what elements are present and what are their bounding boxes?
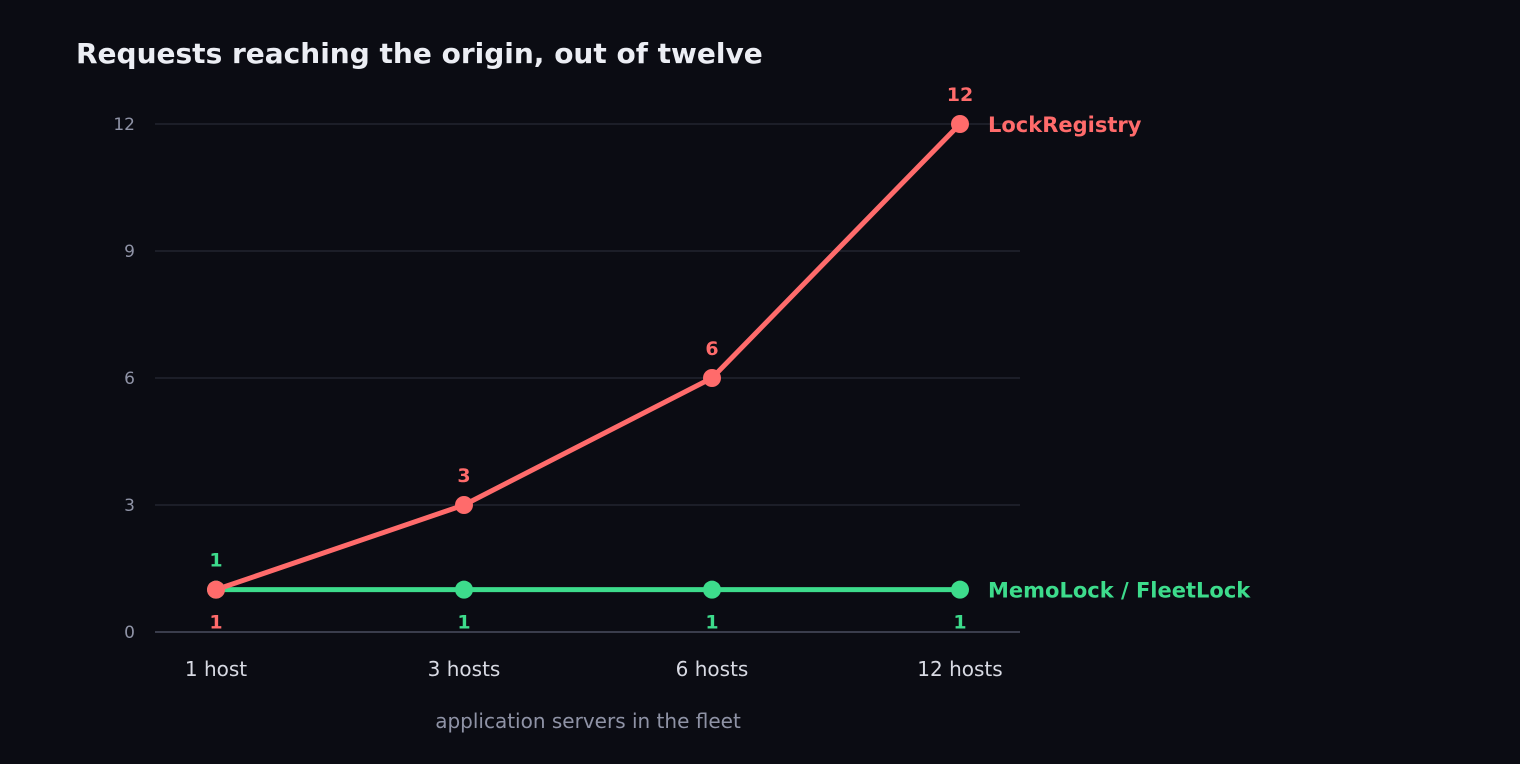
y-tick-label: 12 xyxy=(113,115,135,135)
x-tick-label: 3 hosts xyxy=(428,657,501,681)
y-tick-label: 0 xyxy=(124,623,135,643)
data-label: 3 xyxy=(457,465,470,487)
series-label: LockRegistry xyxy=(988,113,1142,137)
data-point xyxy=(703,369,721,387)
data-point xyxy=(455,496,473,514)
x-axis: 1 host 3 hosts 6 hosts 12 hosts xyxy=(185,657,1003,681)
data-label: 1 xyxy=(209,612,222,634)
data-label: 1 xyxy=(953,612,966,634)
x-tick-label: 12 hosts xyxy=(917,657,1002,681)
x-tick-label: 1 host xyxy=(185,657,247,681)
data-label: 1 xyxy=(209,550,222,572)
x-axis-label: application servers in the fleet xyxy=(435,709,741,733)
chart-title: Requests reaching the origin, out of twe… xyxy=(76,37,763,70)
series-line xyxy=(213,121,963,593)
y-tick-label: 9 xyxy=(124,242,135,262)
grid xyxy=(155,123,1020,633)
data-point xyxy=(455,580,473,599)
data-label: 1 xyxy=(705,612,718,634)
series xyxy=(207,115,969,599)
data-point xyxy=(207,580,225,599)
data-point xyxy=(951,580,969,599)
series-label: MemoLock / FleetLock xyxy=(988,579,1251,603)
data-point xyxy=(951,115,969,133)
data-labels: 1 3 6 12 1 1 1 1 LockRegistry MemoLock / FleetLoc… xyxy=(209,84,1251,634)
y-axis: 0 3 6 9 12 xyxy=(113,115,135,643)
y-tick-label: 6 xyxy=(124,369,135,389)
x-tick-label: 6 hosts xyxy=(676,657,749,681)
y-tick-label: 3 xyxy=(124,496,135,516)
data-label: 12 xyxy=(947,84,973,106)
data-point xyxy=(703,580,721,599)
data-label: 1 xyxy=(457,612,470,634)
data-label: 6 xyxy=(705,338,718,360)
